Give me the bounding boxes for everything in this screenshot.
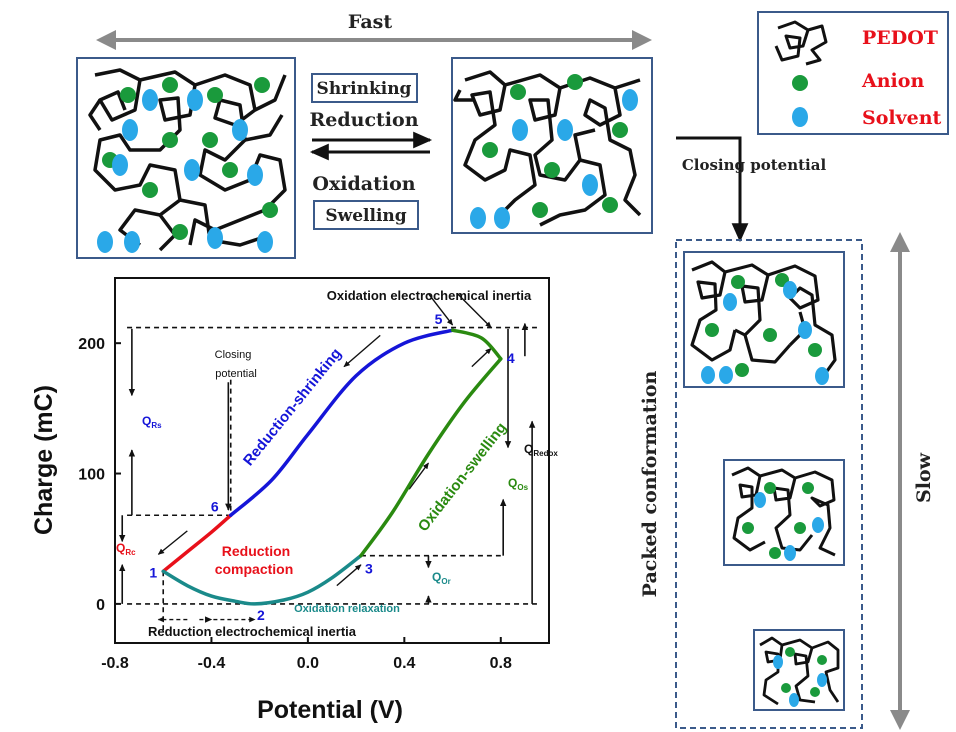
packed-polymer-medium (723, 459, 845, 566)
q-rs-label: QRs (142, 414, 162, 430)
reduction-label: Reduction (309, 109, 418, 131)
point-label-2: 2 (257, 607, 265, 623)
ox-inertia-arrow-right (456, 293, 492, 329)
x-tick-label: 0.4 (393, 655, 415, 672)
packed-polymer-large (683, 251, 845, 388)
dir-reduction-2 (157, 530, 188, 555)
series-oxidation-inertia (450, 328, 503, 361)
axis-ticks: -0.8 -0.4 0.0 0.4 0.8 0 100 200 (78, 336, 512, 672)
x-tick-label: 0.8 (490, 655, 512, 672)
point-labels: 1 2 3 4 5 6 (149, 311, 515, 623)
dir-oxidation-2 (408, 462, 430, 490)
curve-series (161, 328, 503, 606)
x-tick-label: 0.0 (297, 655, 319, 672)
series-reduction-shrinking (228, 328, 455, 517)
swelling-label: Swelling (325, 206, 406, 226)
q-or-label: QOr (432, 570, 451, 586)
closing-potential-label: Closing potential (682, 156, 827, 174)
series-oxidation-relaxation (161, 553, 363, 606)
legend-anion-swatch (792, 75, 808, 91)
y-tick-label: 200 (78, 336, 105, 353)
oxidation-inertia-label: Oxidation electrochemical inertia (327, 288, 532, 303)
point-label-6: 6 (211, 498, 219, 514)
anion-dots (102, 77, 278, 240)
x-tick-label: -0.4 (198, 655, 226, 672)
redox-arrows (309, 131, 433, 161)
y-tick-label: 0 (96, 597, 105, 614)
point-label-3: 3 (365, 561, 373, 577)
q-redox-label: QRedox (524, 442, 558, 458)
packed-polymer-small (753, 629, 845, 711)
dir-reduction-1 (343, 334, 381, 368)
series-oxidation-swelling (359, 357, 503, 558)
q-rc-label: QRc (116, 541, 136, 557)
swelling-box (313, 200, 419, 230)
oxidation-label: Oxidation (312, 173, 415, 195)
ox-inertia-arrow-left (427, 293, 454, 326)
oxidation-relaxation-label: Oxidation relaxation (294, 603, 400, 615)
point-label-4: 4 (507, 350, 515, 366)
shrinking-label: Shrinking (317, 79, 412, 99)
series-reduction-compaction (161, 513, 233, 574)
closing-potential-line1: Closing (215, 349, 252, 361)
point-label-1: 1 (149, 564, 157, 580)
x-tick-label: -0.8 (101, 655, 129, 672)
packed-conformation-label: Packed conformation (639, 371, 661, 598)
y-axis-title: Charge (mC) (30, 385, 58, 535)
y-tick-label: 100 (78, 467, 105, 484)
packed-conformation-box (675, 239, 863, 729)
dir-oxidation-1 (336, 564, 362, 587)
charge-potential-chart: -0.8 -0.4 0.0 0.4 0.8 0 100 200 1 2 3 4 5 6 Potentia… (30, 277, 558, 724)
legend-pedot-swatch (774, 20, 828, 66)
legend: PEDOT Anion Solvent (757, 11, 949, 135)
solvent-dots (97, 89, 273, 253)
legend-anion-label: Anion (861, 70, 924, 92)
legend-solvent-label: Solvent (862, 107, 942, 129)
point-label-5: 5 (435, 311, 443, 327)
shrunk-polymer-box (451, 57, 653, 234)
slow-label: Slow (913, 452, 935, 503)
reduction-compaction-label-1: Reduction (222, 543, 290, 559)
legend-pedot-label: PEDOT (862, 27, 938, 49)
legend-solvent-swatch (792, 107, 808, 127)
plot-frame (114, 277, 550, 644)
swollen-polymer-box (76, 57, 296, 259)
x-axis-title: Potential (V) (257, 696, 403, 724)
reduction-compaction-label-2: compaction (215, 561, 294, 577)
q-os-label: QOs (508, 476, 529, 492)
reduction-inertia-label: Reduction electrochemical inertia (148, 624, 357, 639)
dir-oxidation-3 (471, 347, 492, 368)
fast-label: Fast (348, 11, 392, 33)
shrinking-box (311, 73, 418, 103)
closing-potential-line2: potential (215, 368, 257, 380)
closing-potential-connector (676, 136, 749, 243)
guide-lines (119, 293, 537, 630)
